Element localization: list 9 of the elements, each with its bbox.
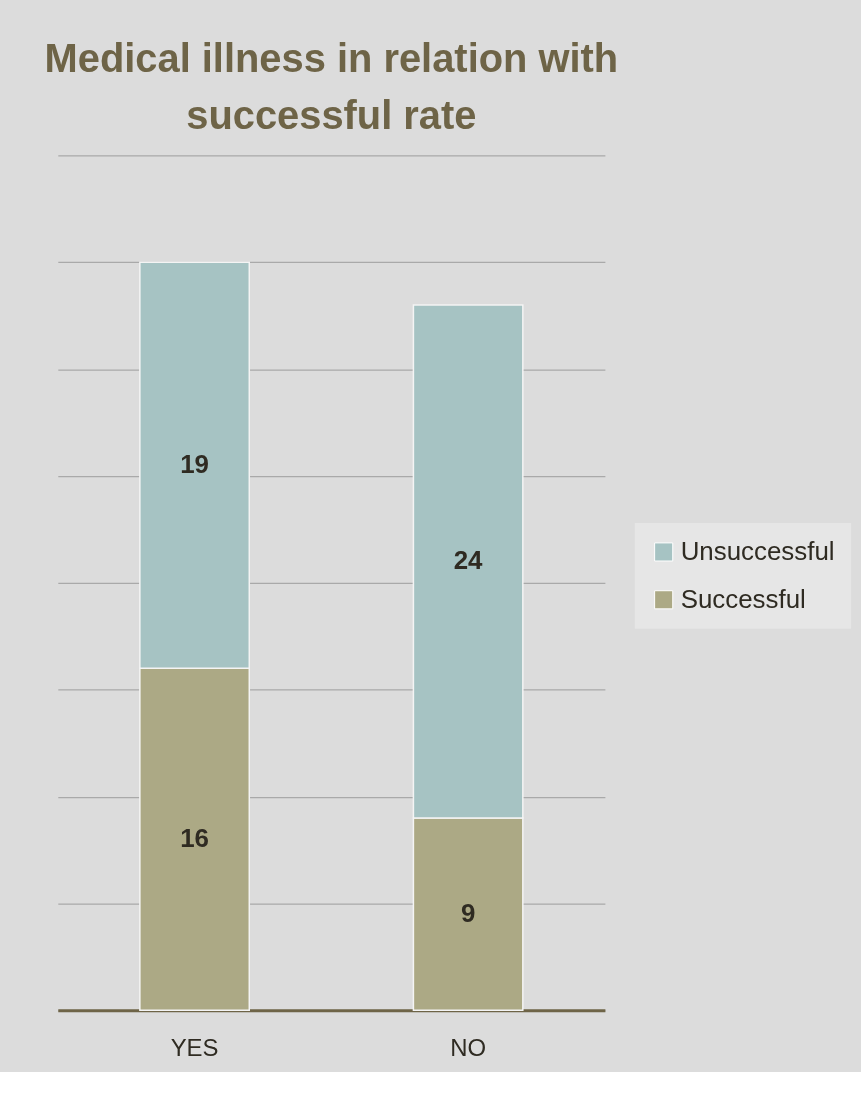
chart-title: Medical illness in relation with successful rate	[44, 35, 619, 138]
data-label: 16	[180, 824, 209, 853]
x-tick-label: NO	[450, 1033, 487, 1061]
data-label: 19	[180, 450, 209, 479]
legend-label: Successful	[680, 584, 806, 613]
x-tick-label: YES	[170, 1033, 219, 1061]
data-label: 9	[460, 899, 476, 928]
legend-label: Unsuccessful	[680, 536, 835, 565]
data-label: 24	[453, 546, 484, 575]
